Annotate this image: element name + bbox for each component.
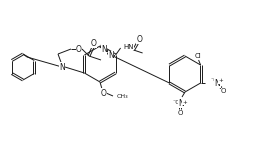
Text: N: N bbox=[215, 79, 220, 87]
Text: HN: HN bbox=[124, 44, 134, 50]
Text: Cl: Cl bbox=[194, 53, 201, 59]
Text: N: N bbox=[108, 52, 114, 60]
Text: +: + bbox=[182, 100, 187, 104]
Text: +: + bbox=[219, 79, 223, 83]
Text: ⁻O: ⁻O bbox=[173, 100, 181, 104]
Text: O: O bbox=[177, 110, 183, 116]
Text: O: O bbox=[137, 35, 142, 44]
Text: N: N bbox=[101, 45, 107, 53]
Text: ⁻O: ⁻O bbox=[211, 79, 219, 83]
Text: O: O bbox=[91, 38, 97, 48]
Text: N: N bbox=[59, 62, 65, 72]
Text: N: N bbox=[178, 98, 184, 107]
Text: O: O bbox=[76, 45, 82, 53]
Text: O: O bbox=[221, 88, 226, 94]
Text: O: O bbox=[101, 89, 107, 97]
Text: CH₃: CH₃ bbox=[117, 94, 129, 100]
